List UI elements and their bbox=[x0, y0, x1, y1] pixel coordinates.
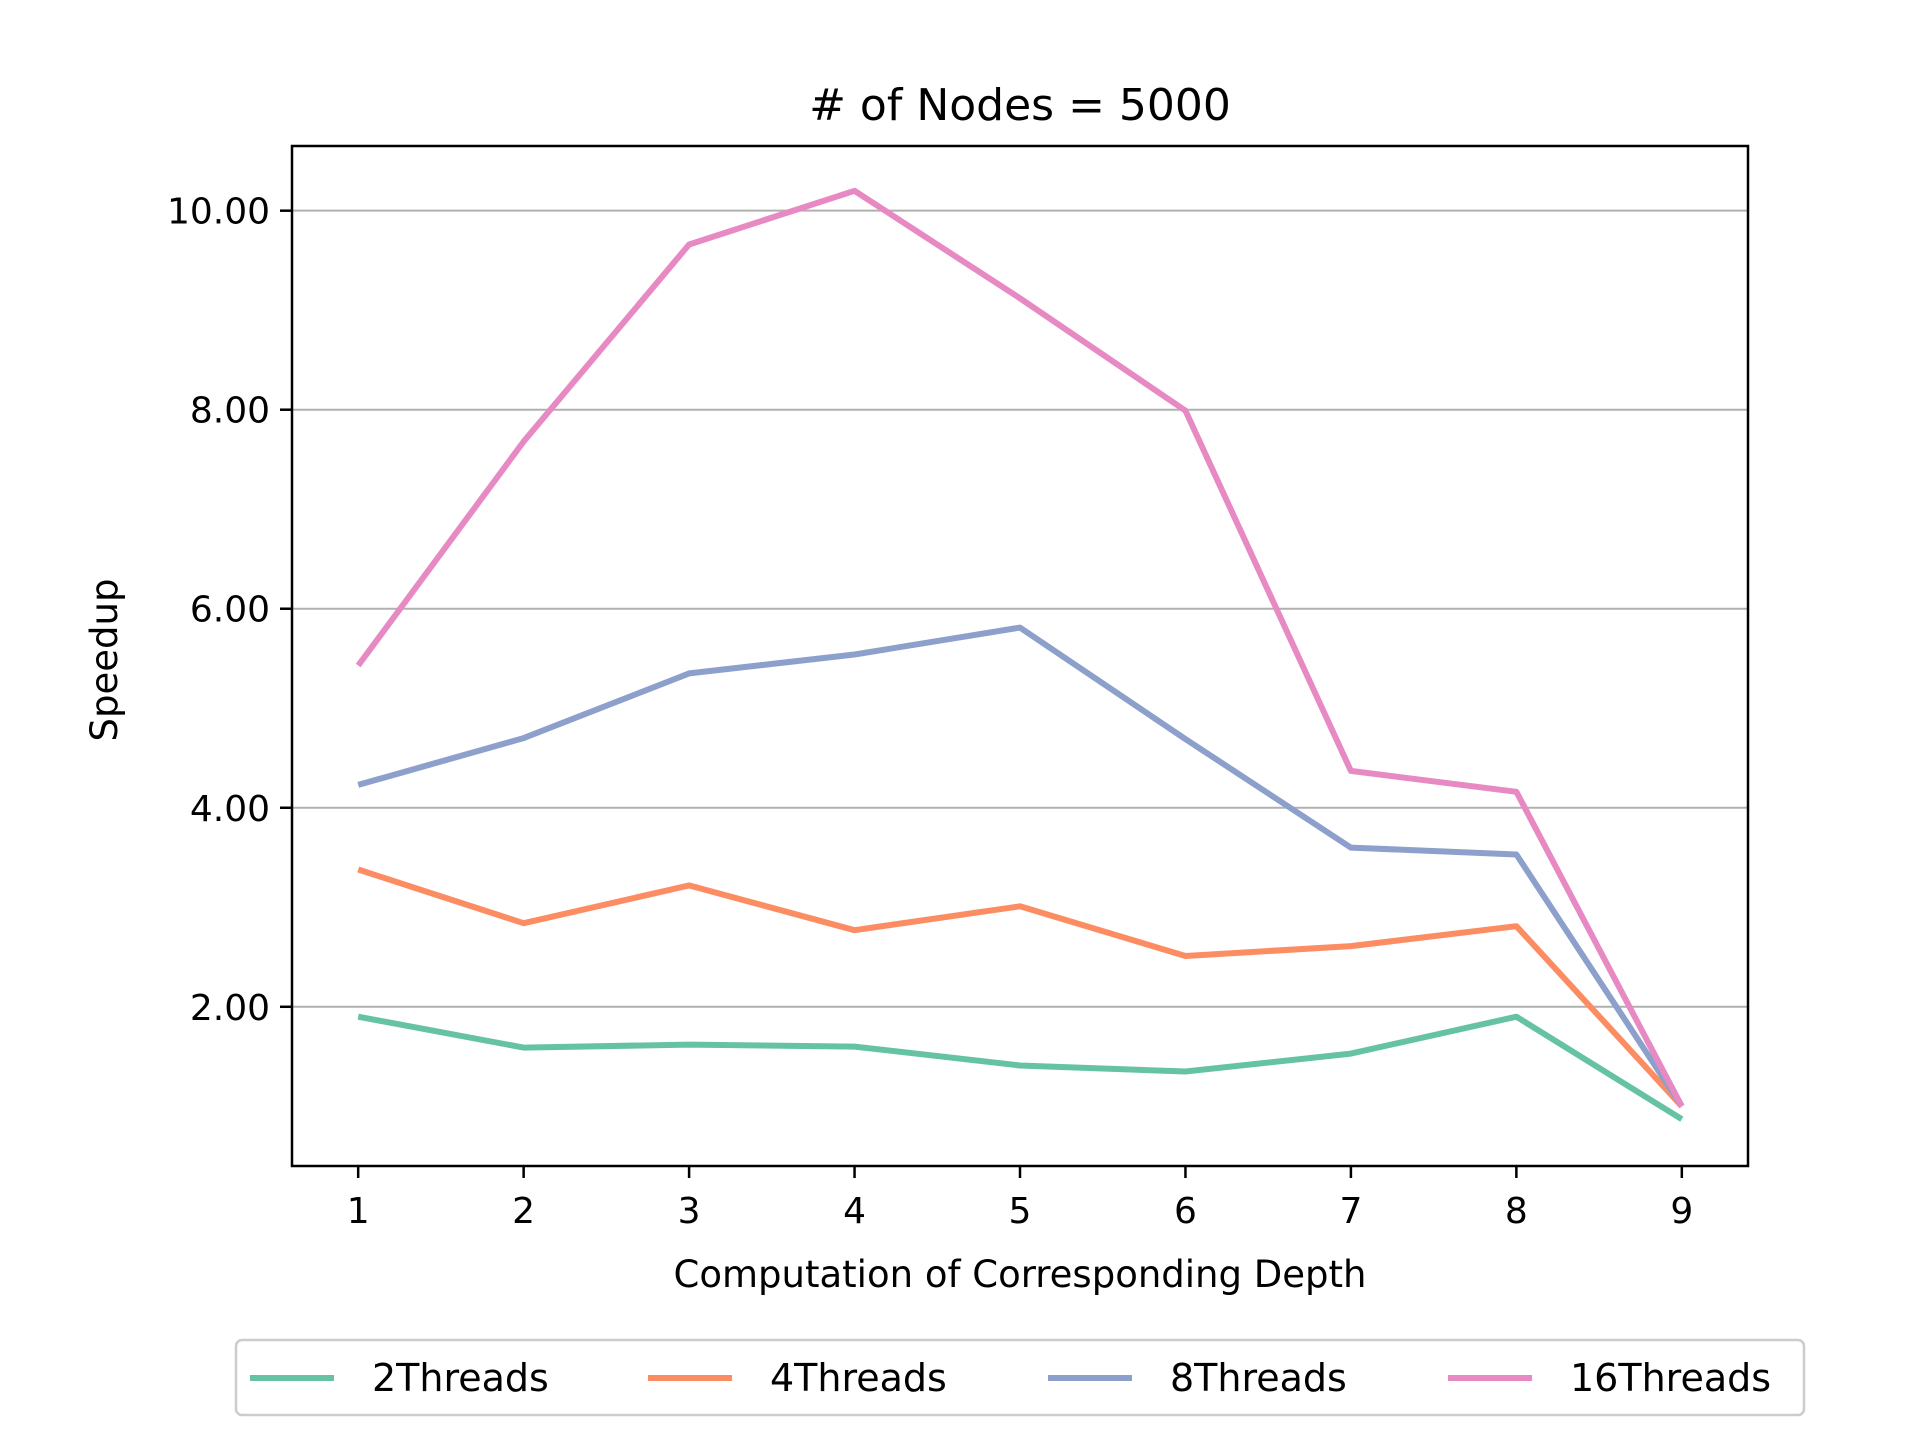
legend: 2Threads 4Threads 8Threads 16Threads bbox=[234, 1338, 1806, 1417]
series-line-8threads bbox=[357, 624, 1685, 1108]
legend-label-2threads: 2Threads bbox=[372, 1356, 549, 1400]
series-lines bbox=[355, 187, 1685, 1122]
grid-lines bbox=[292, 209, 1748, 1008]
x-tick-label: 7 bbox=[1339, 1191, 1362, 1232]
chart-title: # of Nodes = 5000 bbox=[809, 80, 1231, 131]
series-line-16threads bbox=[355, 187, 1685, 1108]
x-tick-label: 6 bbox=[1174, 1191, 1197, 1232]
x-axis-label: Computation of Corresponding Depth bbox=[674, 1253, 1367, 1296]
y-tick-label: 4.00 bbox=[190, 789, 270, 830]
legend-label-16threads: 16Threads bbox=[1570, 1356, 1771, 1400]
x-tick-label: 1 bbox=[347, 1191, 370, 1232]
x-tick-label: 4 bbox=[843, 1191, 866, 1232]
legend-box bbox=[234, 1338, 1806, 1417]
y-tick-label: 8.00 bbox=[190, 391, 270, 432]
y-axis-ticks: 2.00 4.00 6.00 8.00 10.00 bbox=[167, 192, 292, 1029]
y-axis-label: Speedup bbox=[83, 579, 126, 742]
x-tick-label: 8 bbox=[1505, 1191, 1528, 1232]
series-line-4threads bbox=[357, 866, 1685, 1109]
x-tick-label: 5 bbox=[1009, 1191, 1032, 1232]
y-tick-label: 6.00 bbox=[190, 590, 270, 631]
legend-entries: 2Threads 4Threads 8Threads 16Threads bbox=[250, 1356, 1771, 1400]
series-line-2threads bbox=[357, 1013, 1684, 1122]
y-tick-label: 10.00 bbox=[167, 192, 270, 233]
legend-label-4threads: 4Threads bbox=[770, 1356, 947, 1400]
x-tick-label: 2 bbox=[512, 1191, 535, 1232]
legend-label-8threads: 8Threads bbox=[1170, 1356, 1347, 1400]
x-tick-label: 9 bbox=[1670, 1191, 1693, 1232]
x-axis-ticks: 1 2 3 4 5 6 7 8 9 bbox=[347, 1166, 1693, 1232]
y-tick-label: 2.00 bbox=[190, 988, 270, 1029]
x-tick-label: 3 bbox=[678, 1191, 701, 1232]
